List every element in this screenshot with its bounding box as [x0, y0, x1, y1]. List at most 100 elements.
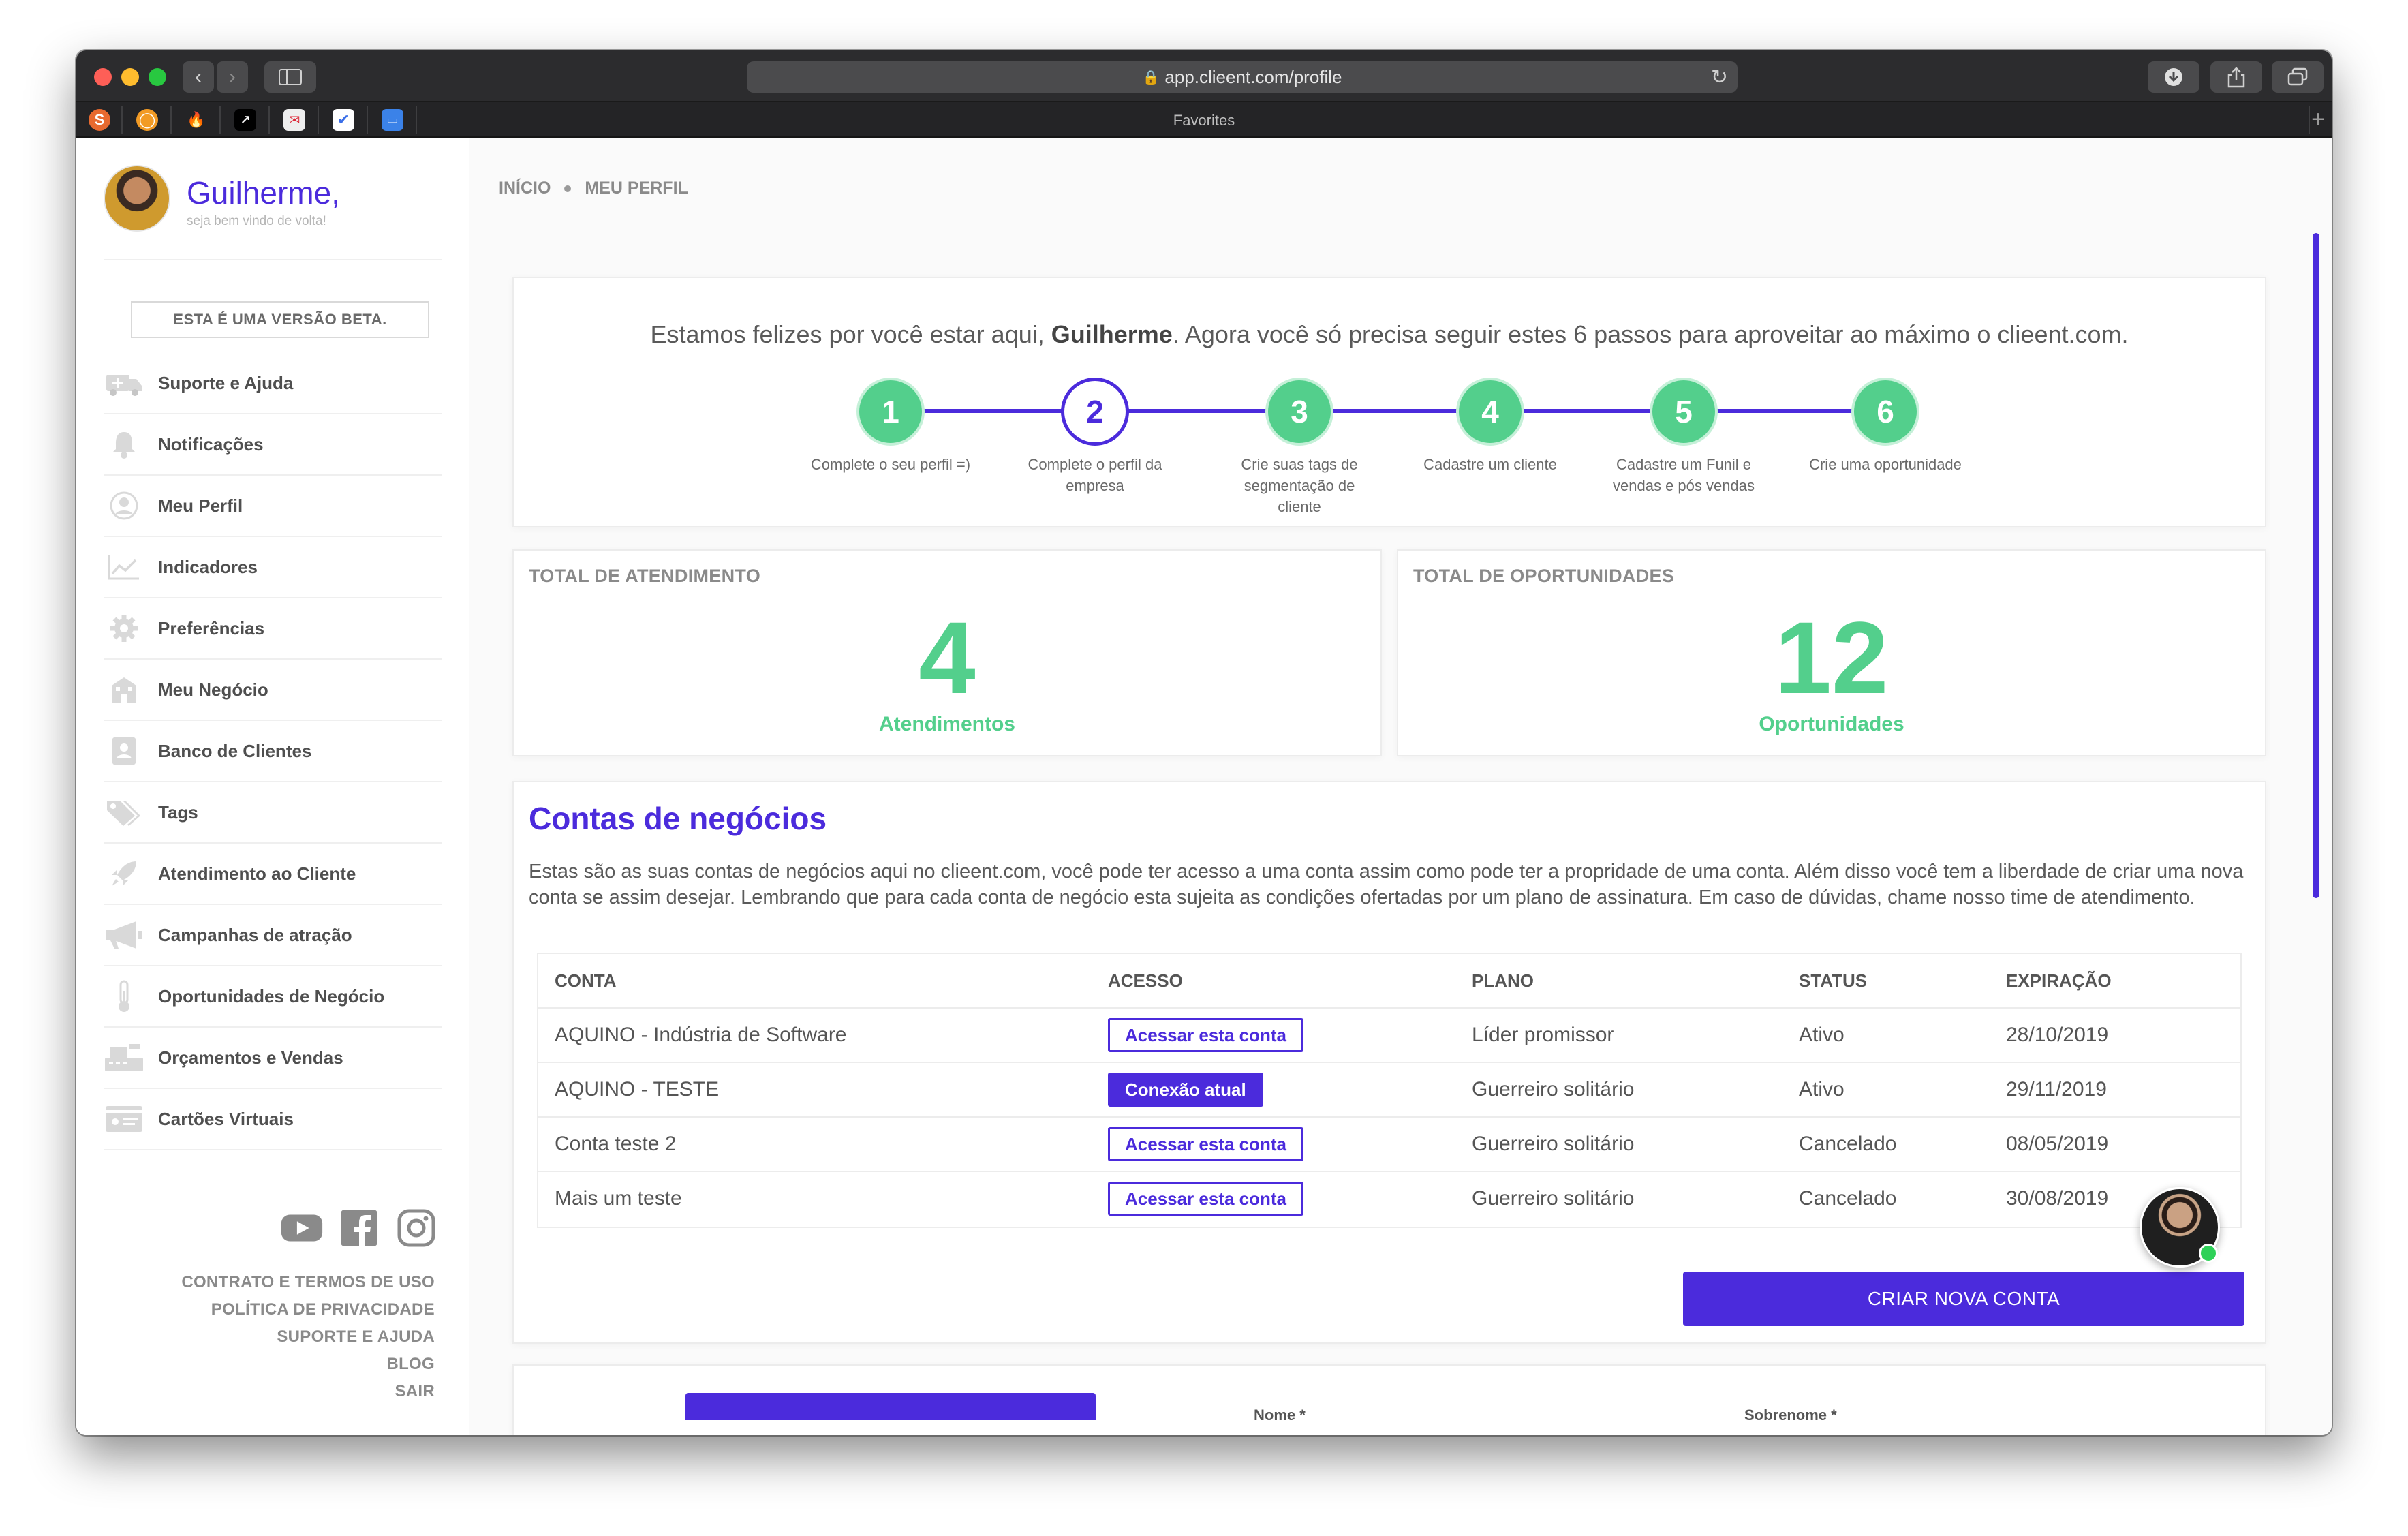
megaphone-icon — [104, 919, 144, 951]
reload-icon[interactable]: ↻ — [1710, 66, 1728, 89]
instagram-icon[interactable] — [395, 1209, 437, 1247]
account-plan: Guerreiro solitário — [1472, 1133, 1635, 1155]
access-account-button[interactable]: Acessar esta conta — [1108, 1182, 1304, 1216]
tabs-overview-button[interactable] — [2272, 61, 2324, 93]
bell-icon — [104, 428, 144, 461]
sidebar-toggle-button[interactable] — [264, 61, 316, 93]
add-tab-icon[interactable]: + — [2311, 106, 2325, 132]
sidebar-item-indicadores[interactable]: Indicadores — [104, 537, 442, 598]
access-account-button[interactable]: Acessar esta conta — [1108, 1127, 1304, 1161]
breadcrumb-current: MEU PERFIL — [585, 179, 688, 198]
account-status: Cancelado — [1799, 1133, 1897, 1155]
column-header: PLANO — [1472, 970, 1534, 991]
share-button[interactable] — [2210, 61, 2262, 93]
stat-title: TOTAL DE ATENDIMENTO — [529, 566, 761, 586]
user-greeting: seja bem vindo de volta! — [187, 214, 326, 228]
favorite-flame-icon[interactable]: 🔥 — [187, 111, 206, 128]
tags-icon — [104, 796, 144, 829]
facebook-icon[interactable] — [338, 1209, 380, 1247]
favorite-chat-icon[interactable]: ▭ — [382, 109, 403, 131]
create-account-button[interactable]: CRIAR NOVA CONTA — [1683, 1272, 2244, 1326]
sidebar-item-meu-negocio[interactable]: Meu Negócio — [104, 660, 442, 721]
profile-form-card: Nome * Sobrenome * — [512, 1364, 2266, 1435]
profile-photo-header — [685, 1393, 1096, 1420]
social-links — [274, 1209, 437, 1250]
share-icon — [2227, 67, 2245, 88]
onboarding-card: Estamos felizes por você estar aqui, Gui… — [512, 277, 2266, 527]
step-5[interactable]: 5 Cadastre um Funil e vendas e pós venda… — [1595, 378, 1772, 496]
accounts-title: Contas de negócios — [529, 801, 827, 836]
account-expiration: 08/05/2019 — [2006, 1133, 2109, 1155]
sidebar-item-atendimento[interactable]: Atendimento ao Cliente — [104, 844, 442, 905]
contact-card-icon — [104, 735, 144, 767]
sidebar-item-banco-de-clientes[interactable]: Banco de Clientes — [104, 721, 442, 782]
stat-label: Atendimentos — [878, 713, 1015, 735]
sidebar-item-meu-perfil[interactable]: Meu Perfil — [104, 476, 442, 537]
support-link[interactable]: SUPORTE E AJUDA — [277, 1327, 435, 1346]
online-status-indicator — [2199, 1244, 2218, 1263]
terms-link[interactable]: CONTRATO E TERMOS DE USO — [181, 1273, 435, 1291]
table-header-row: CONTA ACESSO PLANO STATUS EXPIRAÇÃO — [538, 954, 2240, 1009]
account-status: Cancelado — [1799, 1187, 1897, 1210]
scrollbar-thumb[interactable] — [2313, 233, 2319, 898]
access-account-button[interactable]: Acessar esta conta — [1108, 1018, 1304, 1052]
onboarding-steps: 1 Complete o seu perfil =) 2 Complete o … — [514, 378, 2265, 521]
favorite-gmail-icon[interactable]: ✉ — [283, 109, 305, 131]
favorites-label: Favorites — [1173, 112, 1235, 129]
breadcrumb-home[interactable]: INÍCIO — [499, 179, 551, 198]
logout-link[interactable]: SAIR — [395, 1382, 435, 1400]
favorite-ring-icon[interactable]: ◯ — [136, 109, 158, 131]
account-name: AQUINO - Indústria de Software — [555, 1024, 847, 1046]
favorite-arrow-icon[interactable]: ↗ — [234, 109, 256, 131]
cash-register-icon — [104, 1041, 144, 1074]
zoom-window-button[interactable] — [149, 68, 166, 86]
sidebar-item-suporte[interactable]: Suporte e Ajuda — [104, 353, 442, 414]
forward-button[interactable]: › — [217, 61, 248, 93]
current-connection-badge: Conexão atual — [1108, 1073, 1263, 1107]
sidebar-item-orcamentos[interactable]: Orçamentos e Vendas — [104, 1028, 442, 1089]
id-card-icon — [104, 1103, 144, 1135]
main-content: INÍCIO MEU PERFIL Estamos felizes por vo… — [469, 138, 2332, 1435]
sidebar-item-notificacoes[interactable]: Notificações — [104, 414, 442, 476]
tabs-icon — [2287, 67, 2308, 86]
sidebar-item-tags[interactable]: Tags — [104, 782, 442, 844]
avatar[interactable] — [104, 165, 170, 232]
sidebar-icon — [279, 69, 302, 85]
stat-card-atendimento: TOTAL DE ATENDIMENTO 4 Atendimentos — [512, 549, 1382, 756]
step-2[interactable]: 2 Complete o perfil da empresa — [1006, 378, 1184, 496]
minimize-window-button[interactable] — [121, 68, 139, 86]
youtube-icon[interactable] — [281, 1209, 323, 1247]
address-bar[interactable]: 🔒 app.clieent.com/profile ↻ — [747, 61, 1738, 93]
breadcrumb-separator — [564, 185, 572, 192]
step-4[interactable]: 4 Cadastre um cliente — [1402, 378, 1579, 475]
privacy-link[interactable]: POLÍTICA DE PRIVACIDADE — [211, 1300, 435, 1319]
steps-connector — [894, 409, 1889, 413]
first-name-label: Nome * — [1254, 1407, 1306, 1424]
back-button[interactable]: ‹ — [183, 61, 214, 93]
sidebar-item-preferencias[interactable]: Preferências — [104, 598, 442, 660]
sidebar-item-cartoes[interactable]: Cartões Virtuais — [104, 1089, 442, 1150]
account-name: Mais um teste — [555, 1187, 682, 1210]
sidebar-item-campanhas[interactable]: Campanhas de atração — [104, 905, 442, 966]
sidebar-item-oportunidades[interactable]: Oportunidades de Negócio — [104, 966, 442, 1028]
page-scrollbar[interactable] — [2313, 233, 2319, 1435]
breadcrumb: INÍCIO MEU PERFIL — [499, 179, 688, 198]
account-expiration: 28/10/2019 — [2006, 1024, 2109, 1046]
chat-support-avatar[interactable] — [2140, 1187, 2220, 1268]
close-window-button[interactable] — [94, 68, 112, 86]
blog-link[interactable]: BLOG — [386, 1355, 435, 1373]
beta-badge: ESTA É UMA VERSÃO BETA. — [131, 301, 429, 338]
step-1[interactable]: 1 Complete o seu perfil =) — [802, 378, 979, 475]
step-6[interactable]: 6 Crie uma oportunidade — [1797, 378, 1974, 475]
step-3[interactable]: 3 Crie suas tags de segmentação de clien… — [1211, 378, 1388, 517]
download-icon — [2165, 68, 2182, 86]
favorite-checkbox-icon[interactable]: ✔ — [333, 109, 354, 131]
table-row: Mais um teste Acessar esta conta Guerrei… — [538, 1172, 2240, 1227]
favorite-s-icon[interactable]: S — [89, 109, 110, 131]
business-accounts-card: Contas de negócios Estas são as suas con… — [512, 781, 2266, 1344]
downloads-button[interactable] — [2148, 61, 2199, 93]
accounts-table: CONTA ACESSO PLANO STATUS EXPIRAÇÃO AQUI… — [537, 953, 2242, 1228]
account-plan: Guerreiro solitário — [1472, 1187, 1635, 1210]
account-name: Conta teste 2 — [555, 1133, 677, 1155]
account-status: Ativo — [1799, 1024, 1844, 1046]
